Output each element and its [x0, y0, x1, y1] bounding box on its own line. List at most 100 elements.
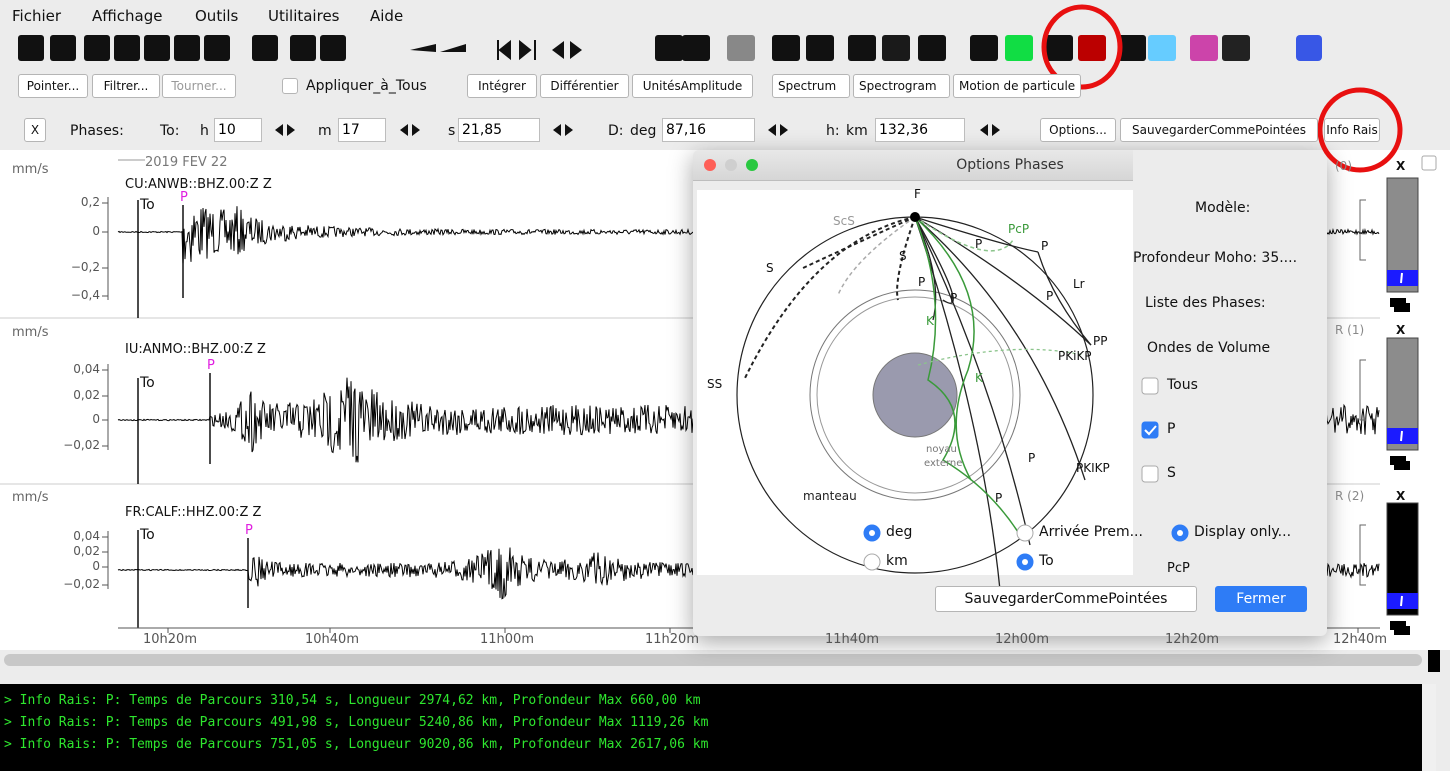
- phase-checkbox[interactable]: [1141, 465, 1159, 483]
- stack-icon: [1394, 303, 1410, 312]
- window-control[interactable]: [704, 159, 716, 171]
- toolbar-icon[interactable]: [970, 35, 998, 61]
- options-dialog: F ScS PcP S S P P P P Lr P PP SS K K PKiKP PKIKP noyau ext…: [693, 150, 1327, 636]
- menu-item: Fichier: [12, 7, 62, 25]
- toolbar-icon[interactable]: [1005, 35, 1033, 61]
- phase-button[interactable]: SauvegarderCommePointées: [1120, 118, 1318, 142]
- dialog-button[interactable]: Fermer: [1215, 586, 1307, 612]
- console-scrollbar[interactable]: [1422, 684, 1436, 771]
- minute-input[interactable]: 17: [338, 118, 386, 142]
- phase-label: P: [207, 358, 215, 373]
- toolbar-icon[interactable]: [848, 35, 876, 61]
- toolbar-icon[interactable]: [18, 35, 44, 61]
- toolbar-icon[interactable]: [1222, 35, 1250, 61]
- body-waves-label: Ondes de Volume: [1147, 340, 1271, 356]
- toolbar-icon[interactable]: [682, 35, 710, 61]
- toolbar-icon[interactable]: [252, 35, 278, 61]
- phase-button[interactable]: Options...: [1040, 118, 1116, 142]
- toolbar-icon[interactable]: [84, 35, 110, 61]
- toolbar-button[interactable]: Différentier: [540, 74, 629, 98]
- dialog-button[interactable]: SauvegarderCommePointées: [935, 586, 1197, 612]
- model-label: Modèle:: [1195, 200, 1251, 216]
- toolbar-icon[interactable]: [50, 35, 76, 61]
- x-tick-label: 12h20m: [1165, 632, 1219, 647]
- x-tick-label: 12h00m: [995, 632, 1049, 647]
- x-tick-label: 10h20m: [143, 632, 197, 647]
- toolbar-icon[interactable]: [497, 39, 536, 61]
- toolbar-button[interactable]: Tourner...: [162, 74, 236, 98]
- close-mark: X: [1396, 159, 1406, 173]
- toolbar-icon[interactable]: [114, 35, 140, 61]
- toolbar-button[interactable]: Filtrer...: [92, 74, 160, 98]
- stepper-arrows[interactable]: [980, 124, 1000, 136]
- window-control[interactable]: [746, 159, 758, 171]
- toolbar-icon[interactable]: [806, 35, 834, 61]
- diagram-label: P: [995, 491, 1002, 505]
- stepper-arrows[interactable]: [400, 124, 420, 136]
- toolbar-icon[interactable]: [410, 44, 466, 52]
- phase-checkbox[interactable]: [1141, 377, 1159, 395]
- toolbar-icon[interactable]: [320, 35, 346, 61]
- toolbar-icon[interactable]: [1118, 35, 1146, 61]
- console-line: > Info Rais: P: Temps de Parcours 491,98…: [4, 715, 709, 730]
- stepper-arrows[interactable]: [275, 124, 295, 136]
- stepper-arrows[interactable]: [768, 124, 788, 136]
- phase-checkbox-label: S: [1167, 465, 1176, 481]
- diagram-shape: [914, 216, 954, 304]
- hour-input[interactable]: 10: [214, 118, 262, 142]
- scrollbar: [4, 654, 1422, 666]
- toolbar-icon[interactable]: [772, 35, 800, 61]
- y-tick-label: −0,02: [63, 438, 100, 452]
- radio-button[interactable]: [863, 553, 881, 571]
- menu-item: Utilitaires: [268, 7, 340, 25]
- close-mark: X: [1396, 323, 1406, 337]
- toolbar-icon[interactable]: [144, 35, 170, 61]
- stack-icon: [1390, 621, 1406, 630]
- toolbar-button[interactable]: Motion de particule: [953, 74, 1081, 98]
- toolbar-icon[interactable]: [174, 35, 200, 61]
- diagram-shape: [872, 352, 958, 438]
- diagram-label: ScS: [833, 214, 855, 228]
- depth-input[interactable]: 132,36: [875, 118, 965, 142]
- radio-dot: [1177, 530, 1183, 536]
- scrollbar-thumb[interactable]: [1428, 650, 1440, 672]
- toolbar-icon[interactable]: [552, 41, 582, 59]
- toolbar-icon[interactable]: [882, 35, 910, 61]
- trace-index: R (1): [1335, 323, 1365, 337]
- phase-list-label: Liste des Phases:: [1145, 295, 1266, 311]
- window-control[interactable]: [725, 159, 737, 171]
- stepper-arrows[interactable]: [553, 124, 573, 136]
- y-tick-label: 0,04: [73, 362, 100, 376]
- diagram-shape: [816, 296, 1014, 494]
- toolbar-button[interactable]: Spectrum: [772, 74, 850, 98]
- toolbar-icon[interactable]: [290, 35, 316, 61]
- diagram-label: P: [918, 275, 925, 289]
- toolbar-icon[interactable]: [727, 35, 755, 61]
- toolbar-button[interactable]: Spectrogram: [853, 74, 950, 98]
- toolbar-icon[interactable]: [204, 35, 230, 61]
- radio-button[interactable]: [1016, 524, 1034, 542]
- toolbar-icon[interactable]: [1148, 35, 1176, 61]
- toolbar-button[interactable]: Intégrer: [467, 74, 537, 98]
- phase-button[interactable]: Info Rais: [1324, 118, 1380, 142]
- toolbar-icon[interactable]: [655, 35, 683, 61]
- diagram-label: P: [1041, 239, 1048, 253]
- checkbox[interactable]: [282, 78, 298, 94]
- trace-index: (0): [1335, 159, 1352, 173]
- diagram-label: manteau: [803, 489, 857, 503]
- second-input[interactable]: 21,85: [458, 118, 540, 142]
- info-glyph: [1400, 595, 1403, 607]
- menu-item: Affichage: [92, 7, 163, 25]
- diagram-shape: [1037, 251, 1092, 346]
- origin-label: To: [140, 197, 155, 213]
- toolbar-button[interactable]: Pointer...: [18, 74, 88, 98]
- toolbar-icon[interactable]: [1190, 35, 1218, 61]
- diagram-shape: [914, 216, 1031, 546]
- close-button[interactable]: X: [24, 118, 46, 142]
- help-icon[interactable]: [1296, 35, 1322, 61]
- phase-checkbox[interactable]: [1141, 421, 1159, 439]
- toolbar-button[interactable]: UnitésAmplitude: [632, 74, 753, 98]
- distance-input[interactable]: 87,16: [662, 118, 755, 142]
- toolbar-icon[interactable]: [918, 35, 946, 61]
- diagram-label: F: [914, 187, 921, 201]
